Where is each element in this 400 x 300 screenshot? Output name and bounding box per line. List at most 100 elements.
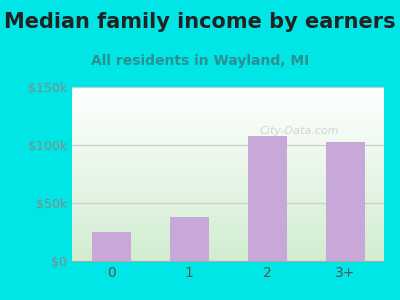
Bar xyxy=(72,179,384,181)
Bar xyxy=(72,124,384,125)
Bar xyxy=(72,252,384,254)
Bar xyxy=(72,223,384,224)
Bar xyxy=(72,125,384,127)
Bar xyxy=(72,188,384,190)
Bar xyxy=(72,120,384,122)
Bar xyxy=(72,174,384,176)
Bar xyxy=(72,254,384,256)
Bar xyxy=(72,228,384,230)
Bar xyxy=(72,137,384,139)
Bar xyxy=(72,244,384,245)
Bar xyxy=(72,162,384,164)
Bar xyxy=(248,136,286,261)
Bar xyxy=(72,169,384,170)
Bar xyxy=(326,142,364,261)
Bar xyxy=(72,118,384,120)
Bar xyxy=(72,238,384,240)
Bar xyxy=(72,170,384,172)
Bar xyxy=(72,196,384,198)
Bar xyxy=(72,127,384,129)
Bar xyxy=(72,115,384,117)
Bar xyxy=(72,207,384,209)
Bar xyxy=(72,212,384,214)
Bar xyxy=(72,240,384,242)
Bar xyxy=(72,160,384,162)
Bar xyxy=(72,257,384,259)
Bar xyxy=(72,103,384,104)
Bar xyxy=(72,221,384,223)
Bar xyxy=(72,157,384,158)
Bar xyxy=(72,129,384,130)
Bar xyxy=(72,143,384,144)
Bar xyxy=(72,99,384,101)
Bar xyxy=(72,191,384,193)
Bar xyxy=(72,110,384,111)
Bar xyxy=(72,172,384,174)
Bar xyxy=(72,98,384,99)
Bar xyxy=(72,231,384,233)
Bar xyxy=(72,249,384,250)
Bar xyxy=(72,216,384,218)
Bar xyxy=(72,235,384,237)
Bar xyxy=(72,148,384,150)
Bar xyxy=(72,89,384,91)
Bar xyxy=(72,132,384,134)
Bar xyxy=(72,209,384,211)
Bar xyxy=(72,242,384,244)
Bar xyxy=(72,184,384,186)
Bar xyxy=(72,117,384,118)
Bar xyxy=(72,144,384,146)
Bar xyxy=(72,113,384,115)
Bar xyxy=(72,158,384,160)
Bar xyxy=(72,87,384,89)
Bar xyxy=(72,245,384,247)
Bar xyxy=(72,214,384,216)
Text: All residents in Wayland, MI: All residents in Wayland, MI xyxy=(91,54,309,68)
Bar xyxy=(72,218,384,219)
Bar xyxy=(72,106,384,108)
Text: Median family income by earners: Median family income by earners xyxy=(4,12,396,32)
Bar xyxy=(72,104,384,106)
Bar xyxy=(72,122,384,124)
Bar xyxy=(72,226,384,228)
Bar xyxy=(72,250,384,252)
Bar xyxy=(72,139,384,141)
Bar xyxy=(72,141,384,143)
Bar xyxy=(72,247,384,249)
Bar xyxy=(72,190,384,191)
Bar xyxy=(72,167,384,169)
Bar xyxy=(72,146,384,148)
Bar xyxy=(72,101,384,103)
Bar xyxy=(72,134,384,136)
Bar xyxy=(170,217,208,261)
Bar xyxy=(72,230,384,231)
Bar xyxy=(72,233,384,235)
Bar xyxy=(72,152,384,153)
Bar xyxy=(72,195,384,196)
Bar xyxy=(72,155,384,157)
Bar xyxy=(72,204,384,205)
Bar xyxy=(72,198,384,200)
Bar xyxy=(72,211,384,212)
Bar xyxy=(72,237,384,239)
Bar xyxy=(72,202,384,204)
Bar xyxy=(72,165,384,167)
Bar xyxy=(72,256,384,257)
Bar xyxy=(92,232,130,261)
Bar xyxy=(72,96,384,98)
Bar xyxy=(72,111,384,113)
Bar xyxy=(72,136,384,137)
Bar xyxy=(72,108,384,110)
Bar xyxy=(72,153,384,155)
Bar xyxy=(72,176,384,178)
Bar xyxy=(72,130,384,132)
Bar xyxy=(72,178,384,179)
Bar xyxy=(72,259,384,261)
Bar xyxy=(72,164,384,165)
Bar xyxy=(72,200,384,202)
Bar xyxy=(72,183,384,184)
Bar xyxy=(72,150,384,152)
Bar xyxy=(72,219,384,221)
Bar xyxy=(72,186,384,188)
Bar xyxy=(72,94,384,96)
